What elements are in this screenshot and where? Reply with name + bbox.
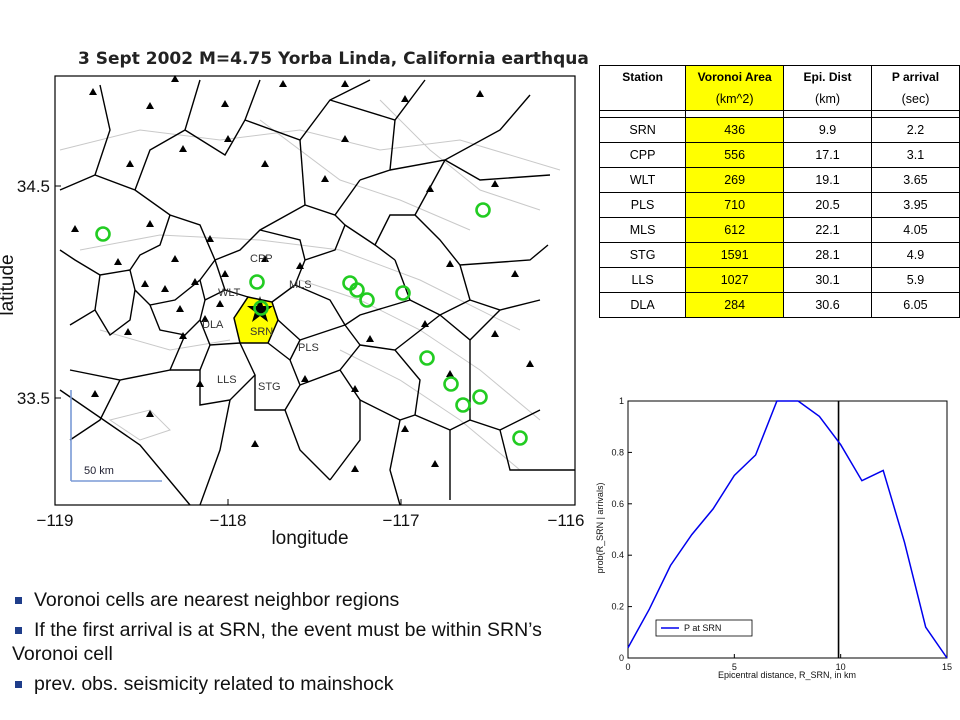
table-cell: 4.05 xyxy=(870,217,960,243)
table-cell: 1591 xyxy=(685,242,785,268)
chart-frame xyxy=(627,400,948,659)
probability-chart: 0 5 10 15 0 0.2 0.4 0.6 0.8 1 P at SRN Epicentral… xyxy=(595,396,952,680)
table-row: WLT 269 19.1 3.65 xyxy=(598,167,960,193)
x-tick-label: 0 xyxy=(625,662,630,672)
table-cell: CPP xyxy=(598,142,687,168)
table-unit: (km^2) xyxy=(685,88,785,111)
table-cell: 284 xyxy=(685,292,785,318)
table-unit xyxy=(598,88,687,111)
y-tick-label: 0.6 xyxy=(611,499,624,509)
table-row: MLS 612 22.1 4.05 xyxy=(598,217,960,243)
table-header: Voronoi Area xyxy=(685,65,785,88)
station-label-pls: PLS xyxy=(298,342,319,354)
legend: P at SRN xyxy=(655,619,753,637)
map-title: 3 Sept 2002 M=4.75 Yorba Linda, Californ… xyxy=(78,49,590,69)
series-line-p-at-srn xyxy=(627,400,948,659)
table-header: Epi. Dist xyxy=(783,65,872,88)
table-cell: 436 xyxy=(685,117,785,143)
table-cell: 6.05 xyxy=(870,292,960,318)
x-tick-label: 10 xyxy=(836,662,846,672)
station-label-mls: MLS xyxy=(289,279,312,291)
station-label-stg: STG xyxy=(258,381,281,393)
table-unit: (sec) xyxy=(870,88,960,111)
table-cell: PLS xyxy=(598,192,687,218)
table-cell: 2.2 xyxy=(870,117,960,143)
table-cell: 3.65 xyxy=(870,167,960,193)
x-tick-label: −118 xyxy=(209,511,246,530)
table-cell: DLA xyxy=(598,292,687,318)
table-cell: 28.1 xyxy=(783,242,872,268)
x-tick-label: 15 xyxy=(942,662,952,672)
table-cell: 612 xyxy=(685,217,785,243)
table-cell: 4.9 xyxy=(870,242,960,268)
table-cell: 30.6 xyxy=(783,292,872,318)
table-cell: 19.1 xyxy=(783,167,872,193)
seismicity-circles xyxy=(95,202,528,446)
table-cell: MLS xyxy=(598,217,687,243)
table-cell: 1027 xyxy=(685,267,785,293)
x-tick-label: 5 xyxy=(732,662,737,672)
table-row: CPP 556 17.1 3.1 xyxy=(598,142,960,168)
fault-lines xyxy=(59,99,561,471)
map-frame xyxy=(54,75,576,506)
x-axis-label: longitude xyxy=(271,528,348,549)
y-tick-label: 34.5 xyxy=(17,177,50,196)
station-table: Station Voronoi Area Epi. Dist P arrival… xyxy=(598,65,960,318)
scale-bar-label: 50 km xyxy=(84,465,114,477)
voronoi-edges xyxy=(59,79,575,506)
station-label-cpp: CPP xyxy=(250,253,273,265)
table-cell: 9.9 xyxy=(783,117,872,143)
table-row: LLS 1027 30.1 5.9 xyxy=(598,267,960,293)
station-label-srn: SRN xyxy=(250,326,273,338)
chart-x-label: Epicentral distance, R_SRN, in km xyxy=(718,670,856,680)
voronoi-map: 3 Sept 2002 M=4.75 Yorba Linda, Californ… xyxy=(0,49,590,549)
table-cell: 5.9 xyxy=(870,267,960,293)
table-cell: 22.1 xyxy=(783,217,872,243)
bullet-item: Voronoi cells are nearest neighbor regio… xyxy=(12,588,572,612)
y-tick-label: 0.4 xyxy=(611,550,624,560)
y-tick-label: 1 xyxy=(619,396,624,406)
table-cell: SRN xyxy=(598,117,687,143)
table-row: DLA 284 30.6 6.05 xyxy=(598,292,960,318)
legend-label: P at SRN xyxy=(684,623,721,633)
table-row: STG 1591 28.1 4.9 xyxy=(598,242,960,268)
scale-bar: 50 km xyxy=(70,390,162,482)
table-cell: WLT xyxy=(598,167,687,193)
x-tick-label: −116 xyxy=(547,511,584,530)
map-tick-marks xyxy=(54,185,576,505)
bullet-item: prev. obs. seismicity related to mainsho… xyxy=(12,672,572,696)
station-label-lls: LLS xyxy=(217,374,237,386)
table-cell: 269 xyxy=(685,167,785,193)
table-cell: LLS xyxy=(598,267,687,293)
epicenter-star-icon xyxy=(247,296,273,322)
bullet-item: If the first arrival is at SRN, the even… xyxy=(12,618,572,666)
table-cell: 710 xyxy=(685,192,785,218)
station-markers xyxy=(71,75,534,472)
bullet-list: Voronoi cells are nearest neighbor regio… xyxy=(12,588,572,696)
table-cell: 17.1 xyxy=(783,142,872,168)
table-cell: 556 xyxy=(685,142,785,168)
y-tick-label: 0.8 xyxy=(611,447,624,457)
chart-y-label: prob(R_SRN | arrivals) xyxy=(595,483,605,574)
table-cell: 20.5 xyxy=(783,192,872,218)
table-row: PLS 710 20.5 3.95 xyxy=(598,192,960,218)
y-tick-label: 33.5 xyxy=(17,389,50,408)
x-tick-label: −119 xyxy=(36,511,73,530)
table-header: Station xyxy=(598,65,687,88)
table-header: P arrival xyxy=(870,65,960,88)
table-unit: (km) xyxy=(783,88,872,111)
station-label-wlt: WLT xyxy=(218,287,241,299)
table-cell: STG xyxy=(598,242,687,268)
y-tick-label: 0.2 xyxy=(611,602,624,612)
table-cell: 30.1 xyxy=(783,267,872,293)
x-tick-label: −117 xyxy=(382,511,419,530)
table-row: SRN 436 9.9 2.2 xyxy=(598,117,960,143)
station-label-dla: DLA xyxy=(202,319,224,331)
y-axis-label: latitude xyxy=(0,254,18,315)
table-cell: 3.95 xyxy=(870,192,960,218)
table-cell: 3.1 xyxy=(870,142,960,168)
y-tick-label: 0 xyxy=(619,653,624,663)
